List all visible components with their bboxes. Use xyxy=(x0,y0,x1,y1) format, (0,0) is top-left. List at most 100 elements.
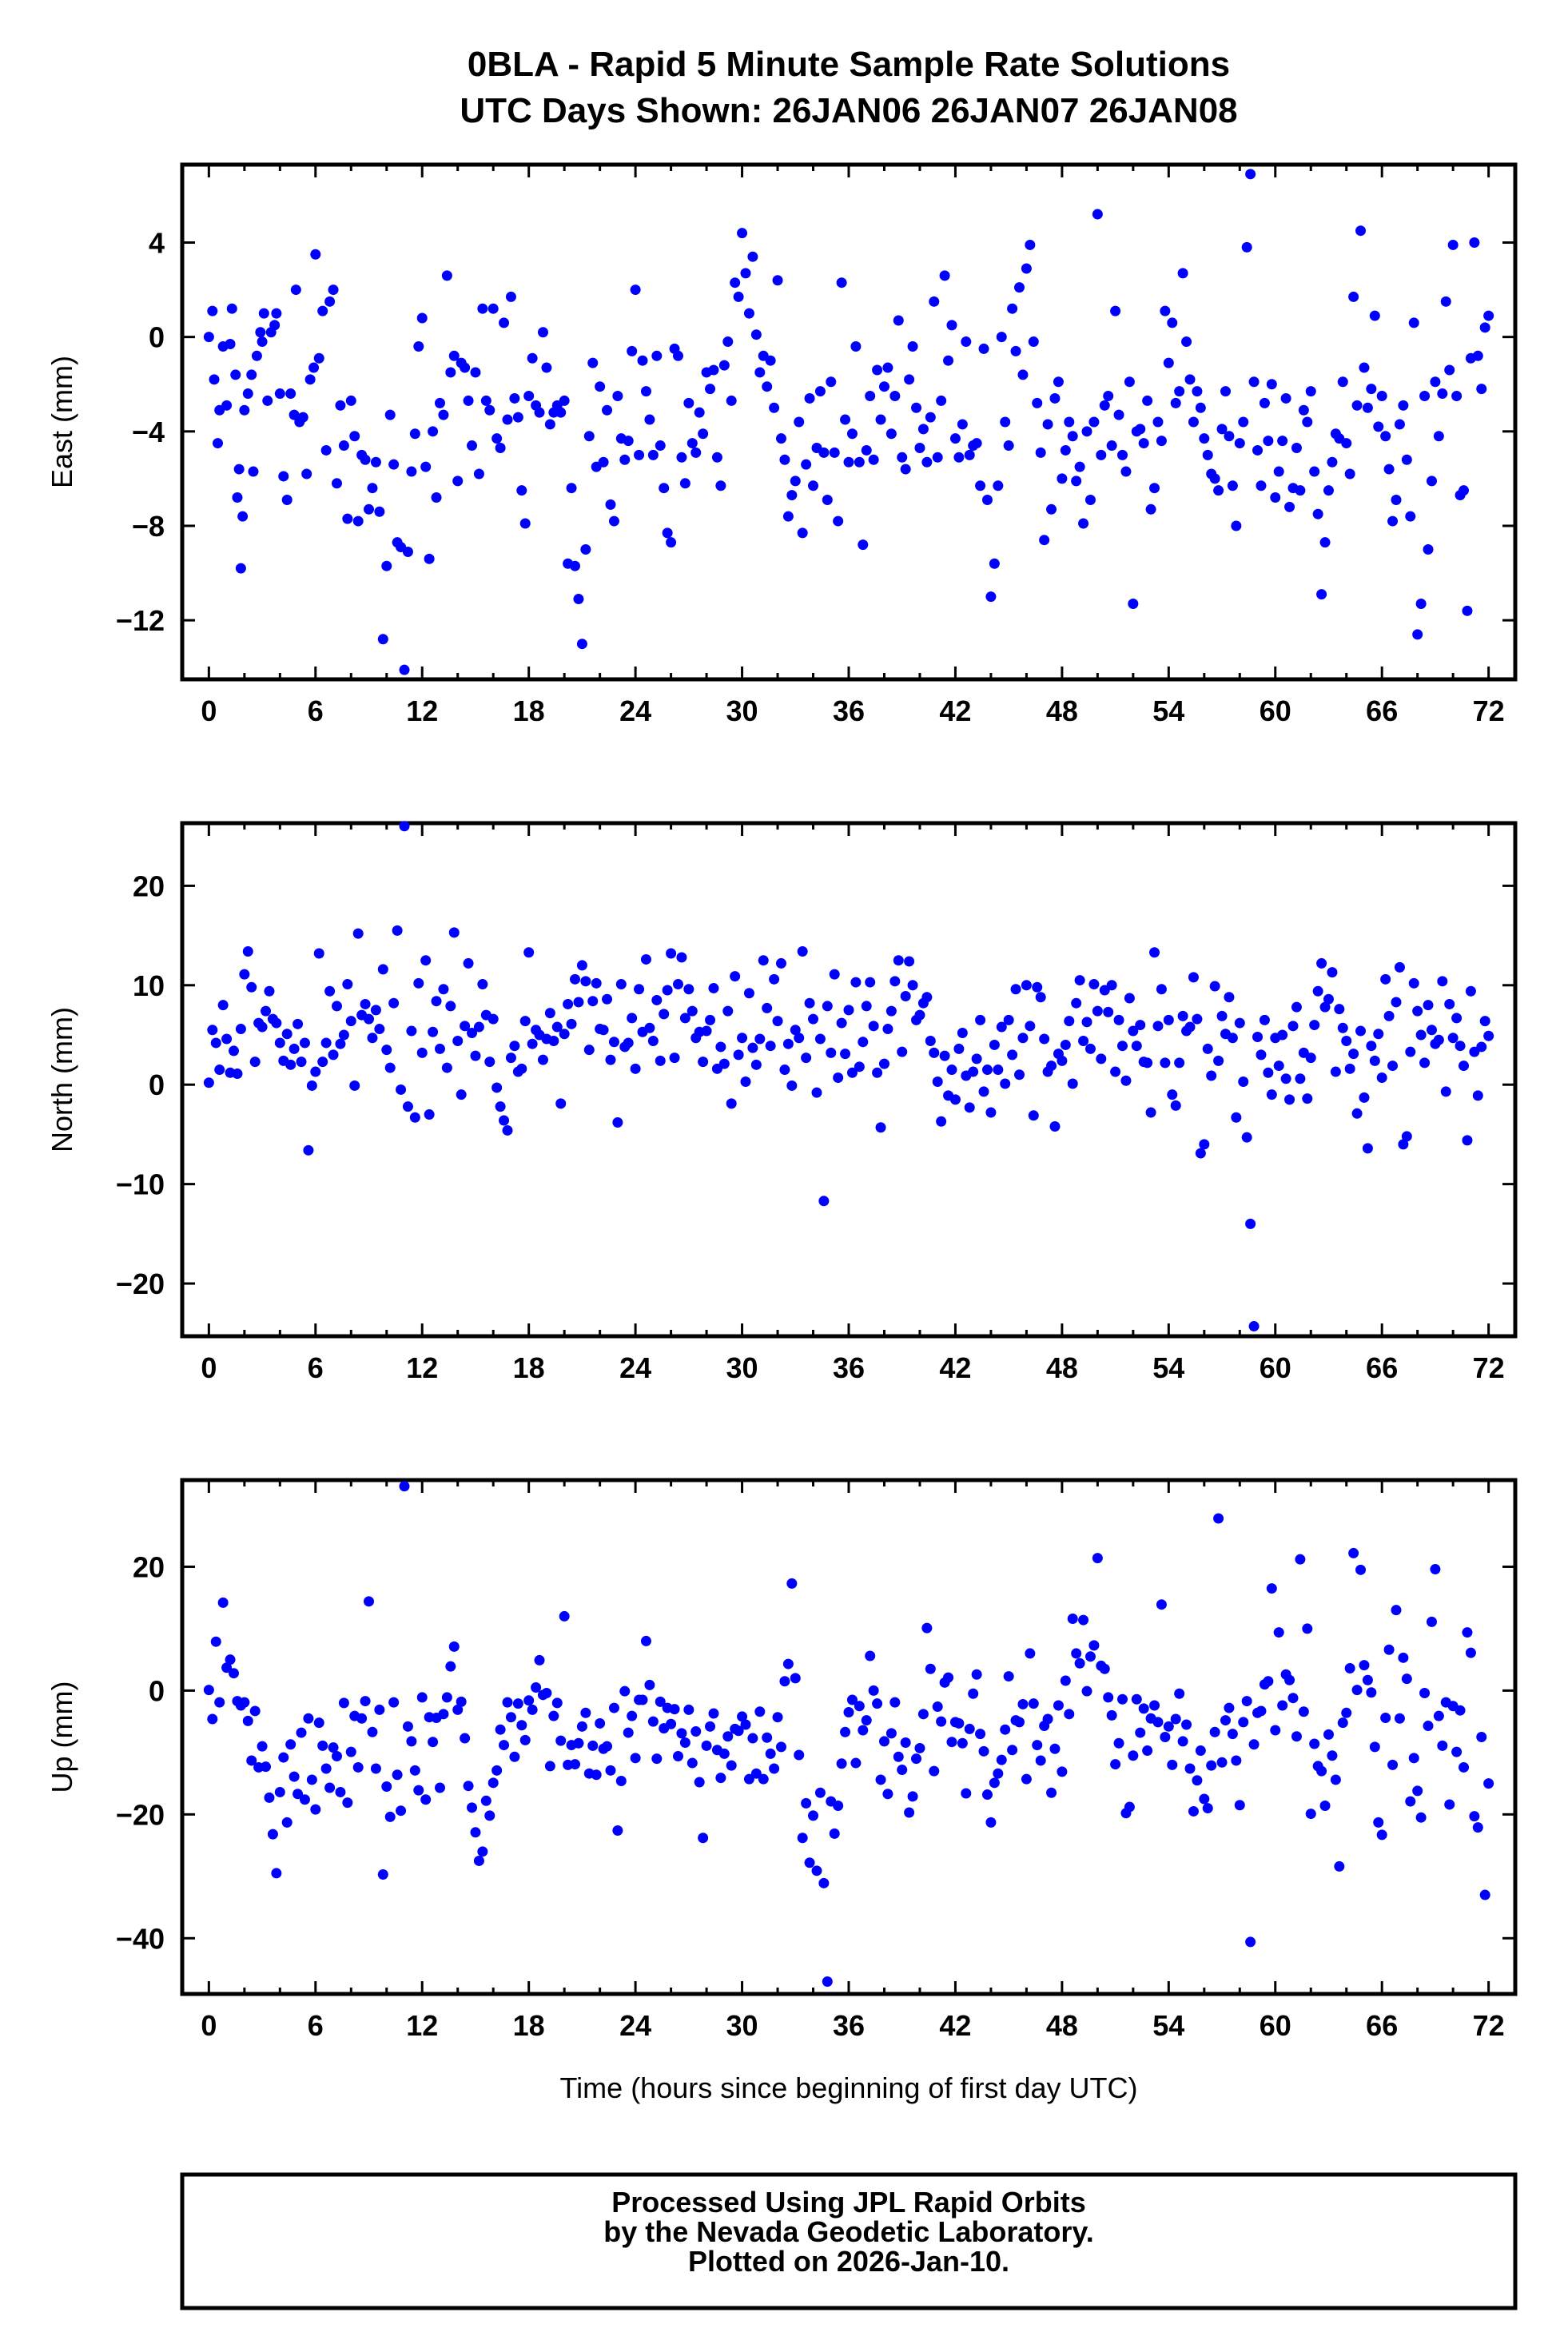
north-data-point xyxy=(846,1067,858,1078)
up-data-point xyxy=(747,1733,758,1744)
north-data-point xyxy=(882,1024,893,1035)
up-data-point xyxy=(701,1740,712,1751)
east-data-point xyxy=(1135,424,1146,435)
north-data-point xyxy=(1295,1073,1306,1084)
north-data-point xyxy=(473,1021,484,1033)
east-data-point xyxy=(878,381,889,392)
north-data-point xyxy=(1369,1055,1380,1066)
up-data-point xyxy=(1383,1644,1395,1655)
up-data-point xyxy=(1284,1674,1295,1685)
north-data-point xyxy=(257,1021,268,1033)
east-data-point xyxy=(1057,473,1068,484)
up-data-point xyxy=(399,1481,410,1492)
up-data-point xyxy=(1241,1696,1252,1707)
north-data-point xyxy=(957,1028,968,1039)
north-data-point xyxy=(1319,1001,1331,1013)
north-data-point xyxy=(878,1058,889,1069)
east-data-point xyxy=(566,483,577,494)
up-data-point xyxy=(1135,1727,1146,1738)
east-data-point xyxy=(367,483,378,494)
east-data-point xyxy=(502,414,513,425)
north-panel: 0 6 12 18 24 30 36 42 48 54 60 66 72 20 10 0 −10 −20 North… xyxy=(46,821,1518,1384)
north-data-point xyxy=(1017,1033,1029,1044)
up-data-point xyxy=(1291,1731,1302,1742)
east-data-point xyxy=(544,419,555,430)
up-data-point xyxy=(328,1742,339,1753)
up-data-point xyxy=(627,1710,638,1721)
up-x-tick-label: 30 xyxy=(726,2009,758,2042)
east-data-point xyxy=(630,285,641,296)
up-data-point xyxy=(1042,1713,1053,1725)
east-y-tick-label: −8 xyxy=(132,510,165,543)
east-data-point xyxy=(207,305,218,316)
north-data-point xyxy=(335,1038,346,1049)
east-data-point xyxy=(1327,456,1338,468)
north-data-point xyxy=(559,1029,570,1040)
up-data-point xyxy=(804,1857,815,1868)
north-data-point xyxy=(647,1035,659,1046)
east-data-point xyxy=(932,452,943,463)
up-data-point xyxy=(495,1724,506,1735)
up-data-point xyxy=(1152,1717,1164,1728)
north-data-point xyxy=(1160,1057,1171,1069)
north-y-axis-label: North (mm) xyxy=(46,1007,78,1152)
east-data-point xyxy=(975,480,986,491)
north-data-point xyxy=(1010,984,1021,995)
up-data-point xyxy=(1369,1741,1380,1753)
east-data-point xyxy=(1483,310,1494,321)
up-data-point xyxy=(779,1676,790,1687)
east-data-point xyxy=(527,352,538,364)
up-data-point xyxy=(1032,1740,1043,1751)
east-data-point xyxy=(460,362,471,373)
up-data-point xyxy=(623,1727,634,1738)
north-data-point xyxy=(1447,1033,1459,1044)
east-x-tick-label: 72 xyxy=(1473,694,1505,727)
north-x-tick-label: 6 xyxy=(308,1351,324,1384)
up-data-point xyxy=(946,1737,957,1748)
north-data-point xyxy=(1444,998,1455,1009)
north-data-point xyxy=(352,928,364,939)
up-data-point xyxy=(1256,1705,1267,1717)
up-data-point xyxy=(1245,1936,1256,1948)
east-data-point xyxy=(772,275,783,286)
east-data-point xyxy=(1277,436,1288,447)
north-data-point xyxy=(1327,967,1338,978)
east-data-point xyxy=(861,444,872,456)
north-data-point xyxy=(772,1016,783,1027)
east-data-point xyxy=(225,339,236,350)
up-data-point xyxy=(1302,1623,1313,1634)
east-x-tick-label: 60 xyxy=(1260,694,1291,727)
up-data-point xyxy=(1220,1715,1231,1726)
north-data-point xyxy=(413,977,424,989)
east-data-point xyxy=(666,537,677,548)
east-data-point xyxy=(1216,424,1228,435)
east-data-point xyxy=(1444,364,1455,376)
east-data-point xyxy=(936,395,947,406)
up-data-point xyxy=(406,1736,417,1747)
east-data-point xyxy=(1376,391,1387,402)
east-data-point xyxy=(413,340,424,352)
up-data-point xyxy=(1184,1763,1196,1774)
up-data-point xyxy=(769,1763,780,1774)
up-data-point xyxy=(1163,1721,1174,1732)
east-data-point xyxy=(961,336,972,348)
up-data-point xyxy=(324,1782,336,1793)
east-data-point xyxy=(242,388,253,400)
north-data-point xyxy=(1309,1020,1320,1031)
north-data-point xyxy=(1014,1069,1025,1080)
up-data-point xyxy=(829,1828,840,1839)
north-data-point xyxy=(981,1065,993,1076)
north-data-point xyxy=(949,1094,961,1105)
up-data-point xyxy=(975,1729,986,1740)
east-data-point xyxy=(1042,419,1053,430)
up-data-point xyxy=(993,1768,1004,1779)
east-data-point xyxy=(1273,466,1284,477)
north-data-point xyxy=(296,1057,307,1068)
up-data-point xyxy=(630,1753,641,1764)
up-data-point xyxy=(1376,1829,1387,1841)
up-data-point xyxy=(981,1789,993,1801)
north-data-point xyxy=(623,1037,634,1049)
up-data-point xyxy=(225,1654,236,1665)
east-data-point xyxy=(679,478,690,489)
north-data-point xyxy=(1192,1013,1203,1025)
